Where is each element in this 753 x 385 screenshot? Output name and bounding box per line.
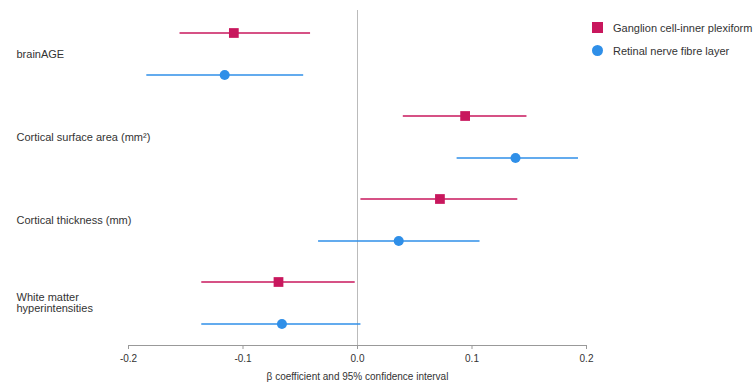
- svg-text:0.1: 0.1: [465, 353, 479, 364]
- svg-text:0.2: 0.2: [580, 353, 594, 364]
- svg-text:brainAGE: brainAGE: [17, 48, 65, 60]
- svg-text:β coefficient and 95% confiden: β coefficient and 95% confidence interva…: [267, 371, 449, 382]
- svg-text:-0.1: -0.1: [234, 353, 252, 364]
- svg-text:-0.2: -0.2: [120, 353, 138, 364]
- svg-text:White matterhyperintensities: White matterhyperintensities: [17, 291, 94, 314]
- html-text:Retinal nerve fibre layer: Retinal nerve fibre layer: [613, 44, 730, 57]
- svg-text:Cortical surface area (mm²): Cortical surface area (mm²): [17, 131, 151, 143]
- svg-text:0.0: 0.0: [351, 353, 365, 364]
- svg-text:Cortical thickness (mm): Cortical thickness (mm): [17, 214, 132, 226]
